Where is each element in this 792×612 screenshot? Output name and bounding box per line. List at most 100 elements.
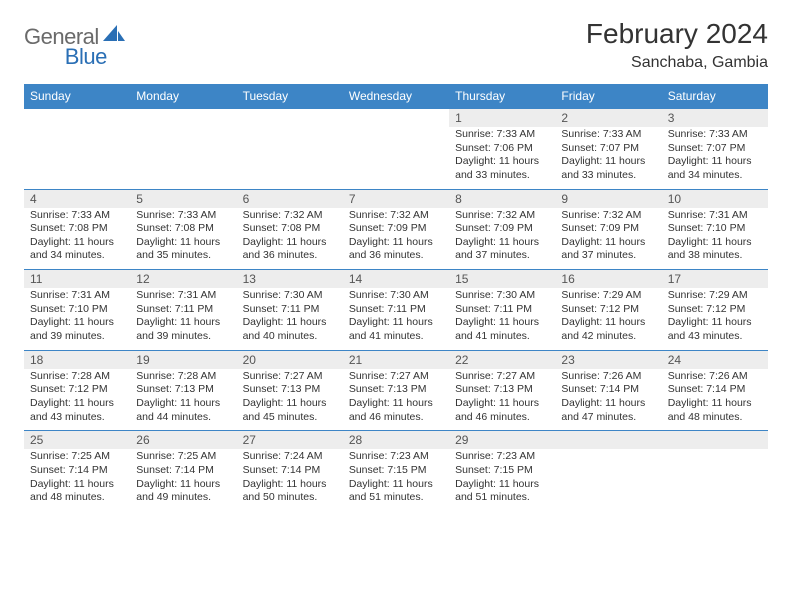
day-sr: Sunrise: 7:24 AM — [243, 450, 337, 464]
day-d2: and 39 minutes. — [136, 330, 230, 344]
day-ss: Sunset: 7:14 PM — [30, 464, 124, 478]
day-ss: Sunset: 7:12 PM — [30, 383, 124, 397]
day-ss: Sunset: 7:06 PM — [455, 142, 549, 156]
day-number-row: 123 — [24, 109, 768, 128]
day-number-cell — [662, 431, 768, 450]
day-ss: Sunset: 7:07 PM — [668, 142, 762, 156]
day-number-cell: 20 — [237, 350, 343, 369]
day-ss: Sunset: 7:14 PM — [561, 383, 655, 397]
day-ss: Sunset: 7:07 PM — [561, 142, 655, 156]
day-d1: Daylight: 11 hours — [349, 316, 443, 330]
day-ss: Sunset: 7:11 PM — [349, 303, 443, 317]
day-d2: and 34 minutes. — [668, 169, 762, 183]
day-body-cell: Sunrise: 7:30 AMSunset: 7:11 PMDaylight:… — [449, 288, 555, 350]
day-sr: Sunrise: 7:28 AM — [136, 370, 230, 384]
page-title: February 2024 — [586, 18, 768, 50]
day-d2: and 49 minutes. — [136, 491, 230, 505]
day-d1: Daylight: 11 hours — [455, 316, 549, 330]
day-d2: and 36 minutes. — [243, 249, 337, 263]
day-d2: and 36 minutes. — [349, 249, 443, 263]
day-d2: and 40 minutes. — [243, 330, 337, 344]
day-body-cell: Sunrise: 7:31 AMSunset: 7:10 PMDaylight:… — [662, 208, 768, 270]
day-number-cell: 4 — [24, 189, 130, 208]
day-ss: Sunset: 7:13 PM — [136, 383, 230, 397]
day-number-cell: 22 — [449, 350, 555, 369]
day-body-cell: Sunrise: 7:27 AMSunset: 7:13 PMDaylight:… — [343, 369, 449, 431]
day-number-cell: 19 — [130, 350, 236, 369]
day-d2: and 43 minutes. — [668, 330, 762, 344]
day-body-cell: Sunrise: 7:27 AMSunset: 7:13 PMDaylight:… — [449, 369, 555, 431]
day-d2: and 46 minutes. — [455, 411, 549, 425]
day-body-cell — [555, 449, 661, 511]
day-sr: Sunrise: 7:32 AM — [455, 209, 549, 223]
day-d1: Daylight: 11 hours — [243, 397, 337, 411]
day-d2: and 41 minutes. — [455, 330, 549, 344]
day-body-cell: Sunrise: 7:32 AMSunset: 7:09 PMDaylight:… — [343, 208, 449, 270]
day-number-cell: 24 — [662, 350, 768, 369]
day-number-cell: 16 — [555, 270, 661, 289]
header-right: February 2024 Sanchaba, Gambia — [586, 18, 768, 72]
day-number-cell: 18 — [24, 350, 130, 369]
day-number-cell: 14 — [343, 270, 449, 289]
day-sr: Sunrise: 7:33 AM — [668, 128, 762, 142]
day-number-cell: 27 — [237, 431, 343, 450]
day-sr: Sunrise: 7:31 AM — [136, 289, 230, 303]
day-sr: Sunrise: 7:28 AM — [30, 370, 124, 384]
day-number-row: 11121314151617 — [24, 270, 768, 289]
day-body-cell: Sunrise: 7:29 AMSunset: 7:12 PMDaylight:… — [555, 288, 661, 350]
day-number-cell: 13 — [237, 270, 343, 289]
day-number-cell: 23 — [555, 350, 661, 369]
day-d1: Daylight: 11 hours — [136, 478, 230, 492]
day-ss: Sunset: 7:09 PM — [349, 222, 443, 236]
day-ss: Sunset: 7:10 PM — [30, 303, 124, 317]
day-d2: and 50 minutes. — [243, 491, 337, 505]
day-sr: Sunrise: 7:25 AM — [136, 450, 230, 464]
day-d1: Daylight: 11 hours — [349, 236, 443, 250]
day-number-cell: 8 — [449, 189, 555, 208]
day-d1: Daylight: 11 hours — [668, 397, 762, 411]
day-body-cell: Sunrise: 7:23 AMSunset: 7:15 PMDaylight:… — [343, 449, 449, 511]
day-number-cell: 11 — [24, 270, 130, 289]
day-body-cell: Sunrise: 7:28 AMSunset: 7:13 PMDaylight:… — [130, 369, 236, 431]
day-d1: Daylight: 11 hours — [349, 478, 443, 492]
day-body-cell — [237, 127, 343, 189]
day-body-cell: Sunrise: 7:33 AMSunset: 7:08 PMDaylight:… — [24, 208, 130, 270]
day-number-row: 18192021222324 — [24, 350, 768, 369]
day-d2: and 51 minutes. — [349, 491, 443, 505]
day-sr: Sunrise: 7:29 AM — [668, 289, 762, 303]
day-number-cell: 15 — [449, 270, 555, 289]
day-ss: Sunset: 7:08 PM — [30, 222, 124, 236]
day-d2: and 37 minutes. — [455, 249, 549, 263]
day-d1: Daylight: 11 hours — [30, 397, 124, 411]
day-body-cell — [662, 449, 768, 511]
day-ss: Sunset: 7:11 PM — [243, 303, 337, 317]
day-d2: and 51 minutes. — [455, 491, 549, 505]
day-body-row: Sunrise: 7:28 AMSunset: 7:12 PMDaylight:… — [24, 369, 768, 431]
day-number-cell: 5 — [130, 189, 236, 208]
day-d2: and 48 minutes. — [30, 491, 124, 505]
day-number-cell: 3 — [662, 109, 768, 128]
day-d2: and 44 minutes. — [136, 411, 230, 425]
day-d1: Daylight: 11 hours — [349, 397, 443, 411]
day-d1: Daylight: 11 hours — [561, 316, 655, 330]
day-ss: Sunset: 7:10 PM — [668, 222, 762, 236]
day-ss: Sunset: 7:12 PM — [561, 303, 655, 317]
day-body-cell: Sunrise: 7:32 AMSunset: 7:09 PMDaylight:… — [555, 208, 661, 270]
day-ss: Sunset: 7:08 PM — [243, 222, 337, 236]
day-body-cell — [130, 127, 236, 189]
day-d1: Daylight: 11 hours — [30, 478, 124, 492]
day-body-cell: Sunrise: 7:31 AMSunset: 7:11 PMDaylight:… — [130, 288, 236, 350]
day-body-cell: Sunrise: 7:33 AMSunset: 7:07 PMDaylight:… — [662, 127, 768, 189]
weekday-header: Friday — [555, 84, 661, 109]
day-d2: and 43 minutes. — [30, 411, 124, 425]
day-d1: Daylight: 11 hours — [668, 155, 762, 169]
day-number-cell — [237, 109, 343, 128]
weekday-header: Wednesday — [343, 84, 449, 109]
day-number-cell — [555, 431, 661, 450]
day-d1: Daylight: 11 hours — [243, 236, 337, 250]
day-body-row: Sunrise: 7:33 AM Sunset: 7:06 PM Daylight:… — [24, 127, 768, 189]
day-body-row: Sunrise: 7:25 AMSunset: 7:14 PMDaylight:… — [24, 449, 768, 511]
day-ss: Sunset: 7:15 PM — [455, 464, 549, 478]
header: General Blue February 2024 Sanchaba, Gam… — [24, 18, 768, 72]
weekday-header: Sunday — [24, 84, 130, 109]
